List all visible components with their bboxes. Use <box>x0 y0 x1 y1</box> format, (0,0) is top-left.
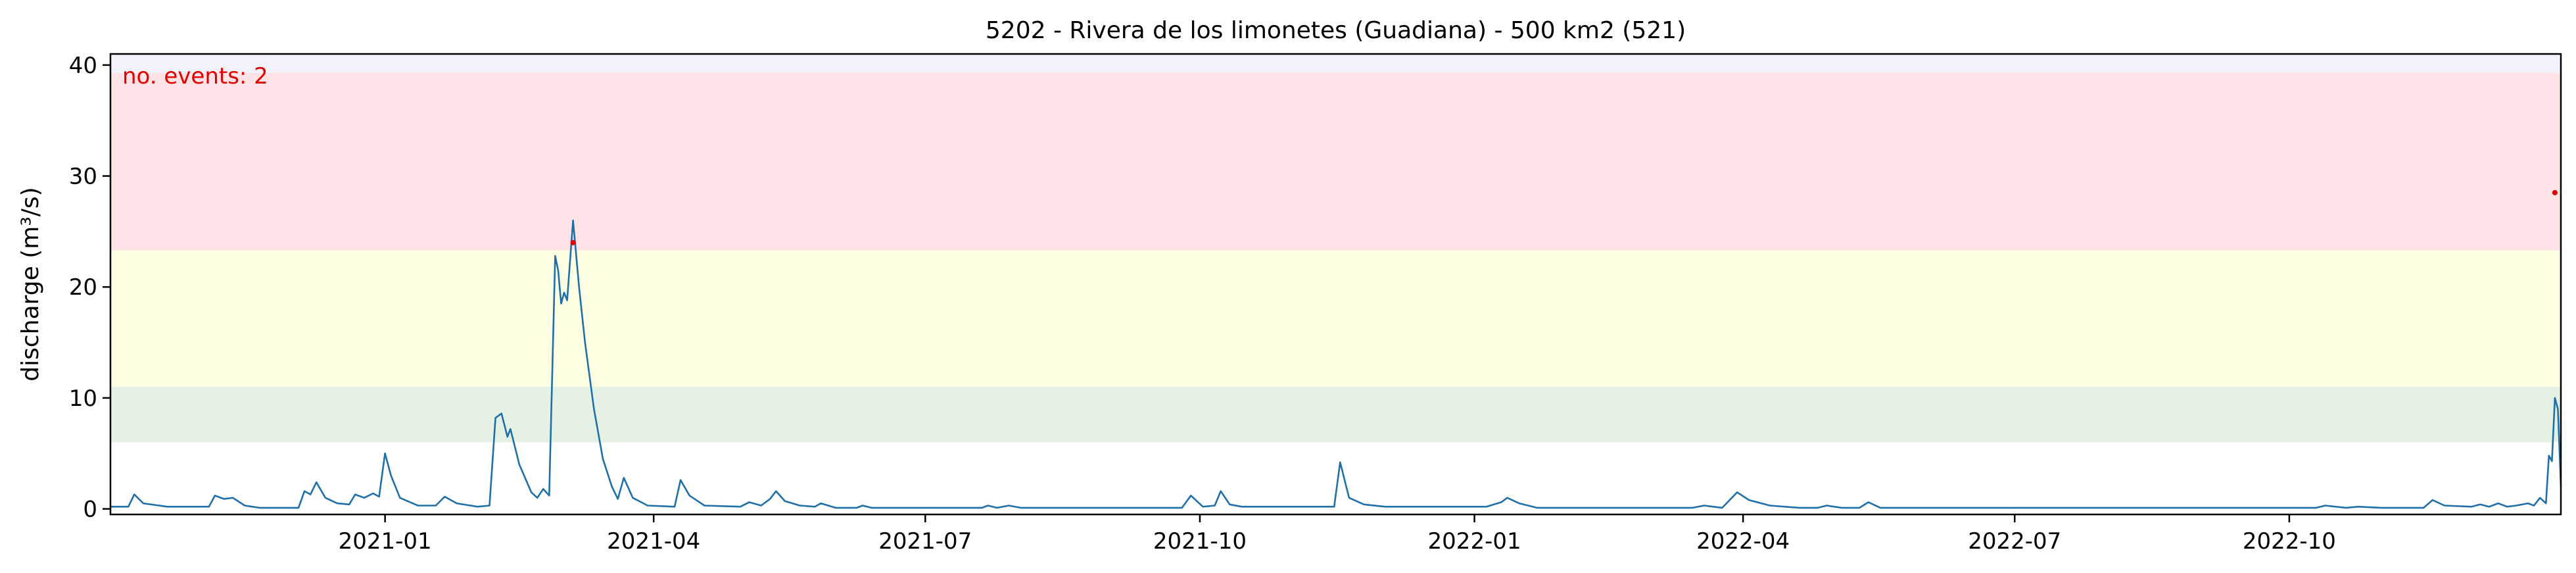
threshold-band-1 <box>110 250 2561 387</box>
y-tick-label-3: 30 <box>69 164 97 190</box>
plot-frame <box>109 53 2562 516</box>
discharge-series-line-0 <box>110 219 2562 509</box>
x-tick-label-4: 2022-01 <box>1428 528 1521 555</box>
event-marker-0 <box>570 239 576 245</box>
x-axis-ticks: 2021-01 2021-04 2021-07 2021-10 2022-01 2022-… <box>339 514 2336 555</box>
y-axis-ticks: 0 10 20 30 40 <box>69 53 110 523</box>
series-layer <box>110 219 2562 509</box>
x-tick-label-6: 2022-07 <box>1968 528 2061 555</box>
event-count-annotation: no. events: 2 <box>122 63 268 89</box>
threshold-bands <box>110 54 2561 443</box>
x-tick-label-3: 2021-10 <box>1153 528 1247 555</box>
x-tick-label-0: 2021-01 <box>339 528 432 555</box>
chart-title: 5202 - Rivera de los limonetes (Guadiana… <box>986 17 1686 44</box>
threshold-band-0 <box>110 387 2561 443</box>
x-tick-label-1: 2021-04 <box>607 528 700 555</box>
y-tick-label-2: 20 <box>69 274 97 301</box>
y-tick-label-1: 10 <box>69 386 97 412</box>
x-tick-label-7: 2022-10 <box>2243 528 2336 555</box>
y-axis-label: discharge (m³/s) <box>17 187 44 381</box>
y-tick-label-0: 0 <box>83 497 97 523</box>
event-marker-1 <box>2552 189 2558 195</box>
y-tick-label-4: 40 <box>69 53 97 79</box>
threshold-band-3 <box>110 54 2561 73</box>
threshold-band-2 <box>110 72 2561 251</box>
x-tick-label-5: 2022-04 <box>1696 528 1790 555</box>
event-markers <box>570 189 2558 245</box>
x-tick-label-2: 2021-07 <box>878 528 972 555</box>
